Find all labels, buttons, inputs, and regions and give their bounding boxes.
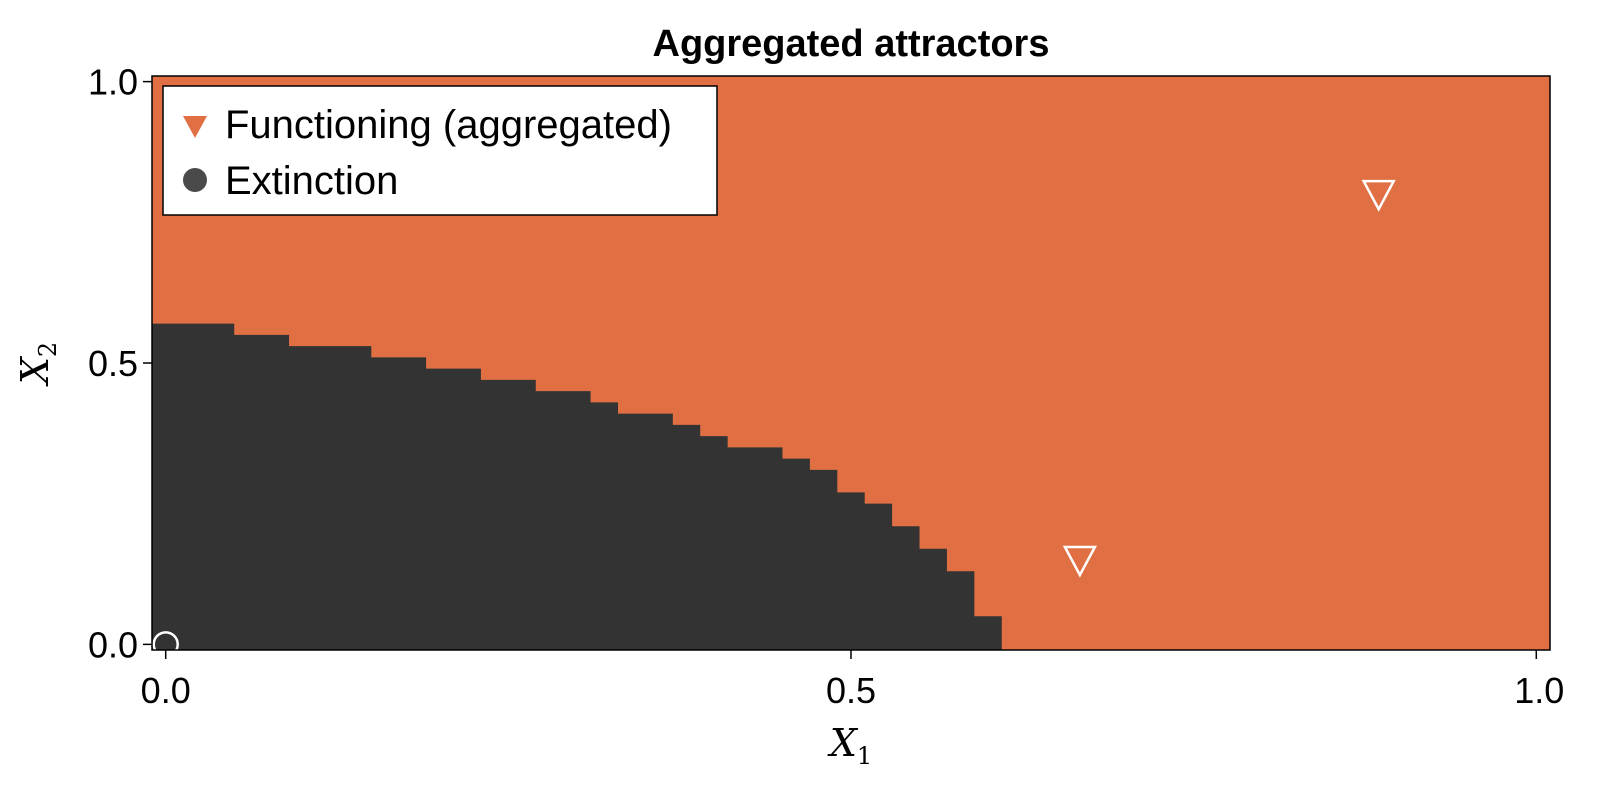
x-axis-label: X1 xyxy=(827,721,872,770)
x-tick-label: 0.0 xyxy=(141,670,191,711)
attractor-marker-2 xyxy=(1361,179,1396,212)
y-tick-label: 1.0 xyxy=(88,62,138,103)
legend: Functioning (aggregated) Extinction xyxy=(162,85,718,216)
y-tick-label: 0.5 xyxy=(88,343,138,384)
attractor-marker-1 xyxy=(1062,545,1097,578)
extinction-basin xyxy=(152,323,1002,650)
chart-title: Aggregated attractors xyxy=(653,23,1050,65)
legend-box xyxy=(162,85,718,216)
y-axis-label: X2 xyxy=(13,342,62,387)
legend-circle-icon xyxy=(183,168,207,192)
legend-triangle-icon xyxy=(183,116,207,138)
legend-label-functioning: Functioning (aggregated) xyxy=(225,103,672,147)
x-tick-label: 1.0 xyxy=(1514,670,1564,711)
x-tick-label: 0.5 xyxy=(826,670,876,711)
y-tick-label: 0.0 xyxy=(88,624,138,665)
legend-label-extinction: Extinction xyxy=(225,159,398,203)
